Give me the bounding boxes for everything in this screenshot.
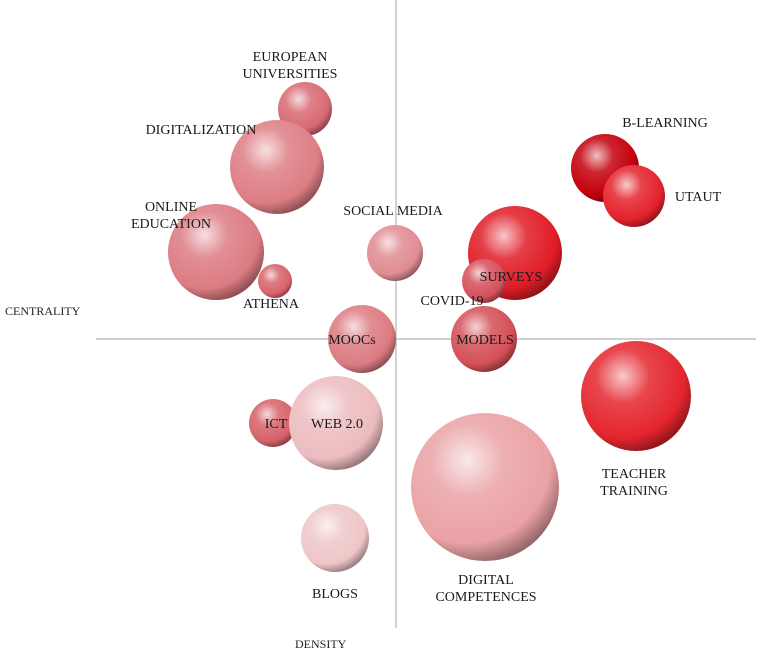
label-utaut: UTAUT [675, 190, 722, 205]
bubble-social-media [367, 225, 423, 281]
bubbles-layer [168, 82, 691, 572]
label-line: BLOGS [312, 587, 358, 602]
label-line: UTAUT [675, 190, 722, 205]
bubble-athena [258, 264, 292, 298]
label-line: WEB 2.0 [311, 417, 363, 432]
bubble-teacher-training [581, 341, 691, 451]
label-digital-competences: DIGITAL COMPETENCES [435, 573, 536, 605]
label-line: ATHENA [243, 297, 300, 312]
label-athena: ATHENA [243, 297, 300, 312]
label-surveys: SURVEYS [480, 270, 543, 285]
bubble-online-education [168, 204, 264, 300]
bubble-web-2-0 [289, 376, 383, 470]
label-models: MODELS [456, 333, 514, 348]
label-covid-19: COVID-19 [421, 294, 484, 309]
x-axis-label: DENSITY [295, 637, 347, 651]
label-b-learning: B-LEARNING [622, 116, 708, 131]
label-line: TEACHER [602, 467, 667, 482]
label-line: TRAINING [600, 484, 668, 499]
label-line: MOOCs [328, 333, 375, 348]
label-line: EUROPEAN [253, 50, 328, 65]
bubble-utaut [603, 165, 665, 227]
label-line: ICT [265, 417, 288, 432]
label-online-education: ONLINE EDUCATION [131, 200, 211, 232]
label-european-universities: EUROPEAN UNIVERSITIES [243, 50, 338, 82]
label-line: EDUCATION [131, 217, 211, 232]
label-line: DIGITAL [458, 573, 514, 588]
label-line: COMPETENCES [435, 590, 536, 605]
labels-layer: EUROPEAN UNIVERSITIES DIGITALIZATION ONLINE… [131, 50, 722, 605]
label-line: ONLINE [145, 200, 197, 215]
label-line: MODELS [456, 333, 514, 348]
bubble-ict [249, 399, 297, 447]
label-line: SURVEYS [480, 270, 543, 285]
bubble-models [451, 306, 517, 372]
label-line: COVID-19 [421, 294, 484, 309]
bubble-blogs [301, 504, 369, 572]
label-moocs: MOOCs [328, 333, 375, 348]
label-line: SOCIAL MEDIA [343, 204, 443, 219]
label-line: B-LEARNING [622, 116, 708, 131]
label-social-media: SOCIAL MEDIA [343, 204, 443, 219]
label-blogs: BLOGS [312, 587, 358, 602]
label-line: UNIVERSITIES [243, 67, 338, 82]
bubble-digital-competences [411, 413, 559, 561]
label-line: DIGITALIZATION [146, 123, 257, 138]
label-ict: ICT [265, 417, 288, 432]
label-web-2-0: WEB 2.0 [311, 417, 363, 432]
label-digitalization: DIGITALIZATION [146, 123, 257, 138]
bubble-digitalization [230, 120, 324, 214]
label-teacher-training: TEACHER TRAINING [600, 467, 668, 499]
bubble-covid-19 [462, 259, 506, 303]
y-axis-label: CENTRALITY [5, 304, 81, 318]
bubble-moocs [328, 305, 396, 373]
